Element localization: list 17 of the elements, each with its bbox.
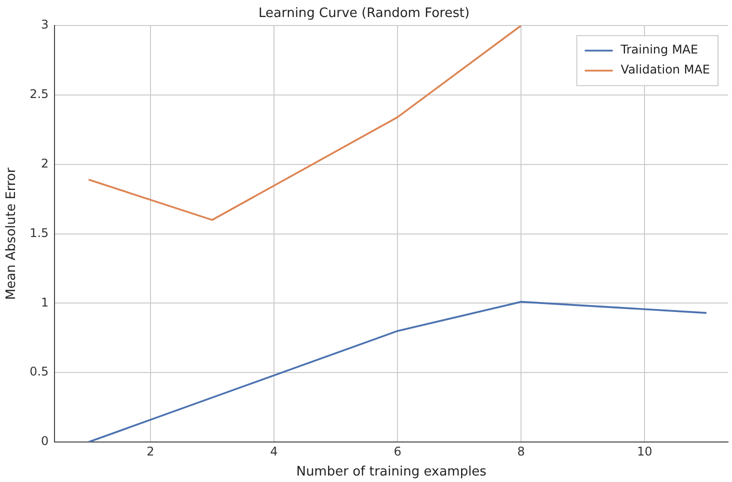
x-tick-label: 6 <box>394 444 402 458</box>
x-tick-label: 8 <box>517 444 525 458</box>
y-tick-label: 2 <box>41 156 49 171</box>
x-tick-label: 4 <box>270 444 278 458</box>
y-tick-label: 3 <box>41 18 49 32</box>
y-tick-label: 2.5 <box>30 87 49 102</box>
x-tick-label: 10 <box>636 444 652 458</box>
chart-title: Learning Curve (Random Forest) <box>258 6 470 22</box>
legend-label: Training MAE <box>620 42 698 57</box>
y-tick-label: 1 <box>41 295 49 310</box>
x-tick-label: 2 <box>146 444 154 458</box>
y-axis-title: Mean Absolute Error <box>4 167 20 300</box>
y-tick-label: 1.5 <box>30 226 49 240</box>
legend-label: Validation MAE <box>620 62 710 77</box>
y-tick-label: 0 <box>41 434 49 448</box>
y-tick-label: 0.5 <box>30 364 49 379</box>
x-axis-title: Number of training examples <box>296 464 487 480</box>
